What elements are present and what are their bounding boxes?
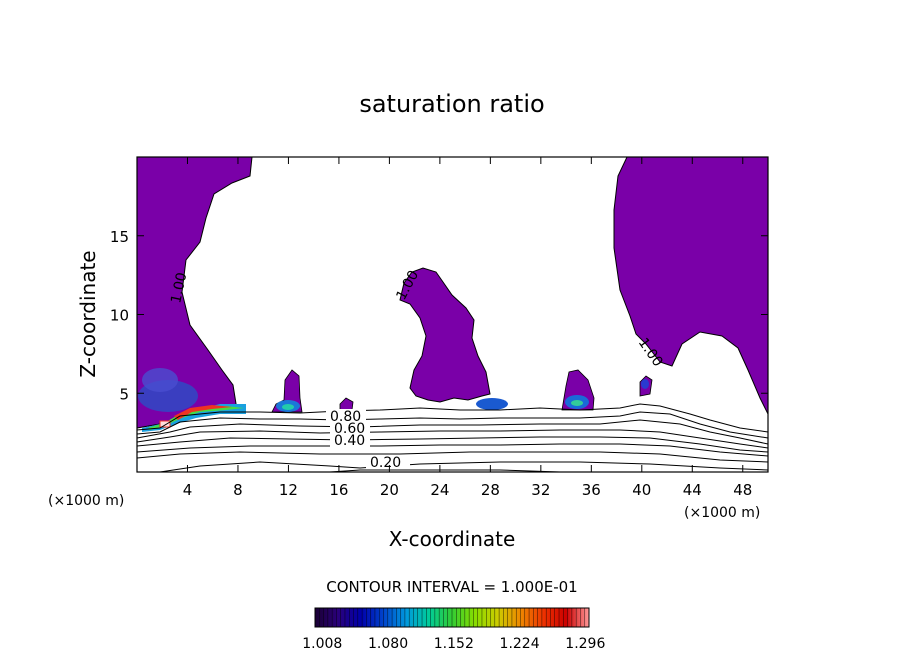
x-tick-label: 32 bbox=[531, 481, 550, 499]
chart-title: saturation ratio bbox=[359, 90, 544, 118]
patch-blue-40 bbox=[641, 379, 649, 389]
patch-white-core bbox=[159, 420, 171, 428]
supersaturation-fill bbox=[136, 156, 769, 429]
colorbar-tick-label: 1.080 bbox=[368, 636, 408, 652]
x-unit-label-left: (×1000 m) bbox=[48, 493, 124, 509]
x-unit-label-right: (×1000 m) bbox=[684, 505, 760, 521]
contour-0.50 bbox=[136, 436, 769, 453]
contour-label-0.20: 0.20 bbox=[370, 455, 401, 471]
colorbar bbox=[314, 607, 590, 628]
colorbar-tick-label: 1.008 bbox=[302, 636, 342, 652]
x-axis-ticks: 4 8 12 16 20 24 28 32 36 40 44 48 bbox=[183, 157, 752, 499]
patch-blue-28 bbox=[476, 398, 508, 410]
x-axis-title: X-coordinate bbox=[389, 527, 516, 551]
x-tick-label: 40 bbox=[632, 481, 651, 499]
x-tick-label: 24 bbox=[430, 481, 449, 499]
contour-0.70 bbox=[136, 419, 769, 445]
high-saturation-patches bbox=[138, 368, 649, 432]
contour-0.40 bbox=[136, 443, 769, 457]
x-tick-label: 28 bbox=[481, 481, 500, 499]
contour-0.60 bbox=[136, 429, 769, 449]
y-tick-label: 5 bbox=[119, 385, 129, 403]
colorbar-tick-label: 1.296 bbox=[565, 636, 605, 652]
contour-interval-text: CONTOUR INTERVAL = 1.000E-01 bbox=[326, 578, 577, 596]
x-tick-label: 8 bbox=[233, 481, 243, 499]
x-tick-label: 20 bbox=[380, 481, 399, 499]
filled-region-right bbox=[613, 156, 769, 415]
y-tick-label: 15 bbox=[110, 228, 129, 246]
contour-label-1.00-left: 1.00 bbox=[168, 271, 190, 305]
x-tick-label: 36 bbox=[582, 481, 601, 499]
contour-0.80 bbox=[136, 411, 769, 439]
contour-0.20 bbox=[159, 461, 769, 473]
x-tick-label: 48 bbox=[733, 481, 752, 499]
y-tick-label: 10 bbox=[110, 307, 129, 325]
patch-band-red bbox=[174, 405, 232, 420]
x-tick-label: 12 bbox=[279, 481, 298, 499]
patch-blue-lowleft-2 bbox=[142, 368, 178, 392]
x-tick-label: 16 bbox=[329, 481, 348, 499]
patch-cyan-35 bbox=[571, 400, 583, 406]
patch-cyan-12 bbox=[282, 404, 294, 410]
contour-0.10 bbox=[329, 469, 561, 473]
contour-lines bbox=[136, 403, 769, 473]
colorbar-tick-label: 1.152 bbox=[434, 636, 474, 652]
colorbar-tick-label: 1.224 bbox=[500, 636, 540, 652]
filled-region-middle bbox=[399, 267, 491, 403]
contour-0.90 bbox=[136, 403, 769, 433]
contour-label-0.40: 0.40 bbox=[334, 433, 365, 449]
y-axis-ticks: 5 10 15 bbox=[110, 228, 768, 403]
x-tick-label: 4 bbox=[183, 481, 193, 499]
x-tick-label: 44 bbox=[683, 481, 702, 499]
contour-0.30 bbox=[136, 451, 769, 463]
colorbar-ticks: 1.008 1.080 1.152 1.224 1.296 bbox=[302, 636, 605, 652]
y-axis-title: Z-coordinate bbox=[76, 250, 100, 377]
